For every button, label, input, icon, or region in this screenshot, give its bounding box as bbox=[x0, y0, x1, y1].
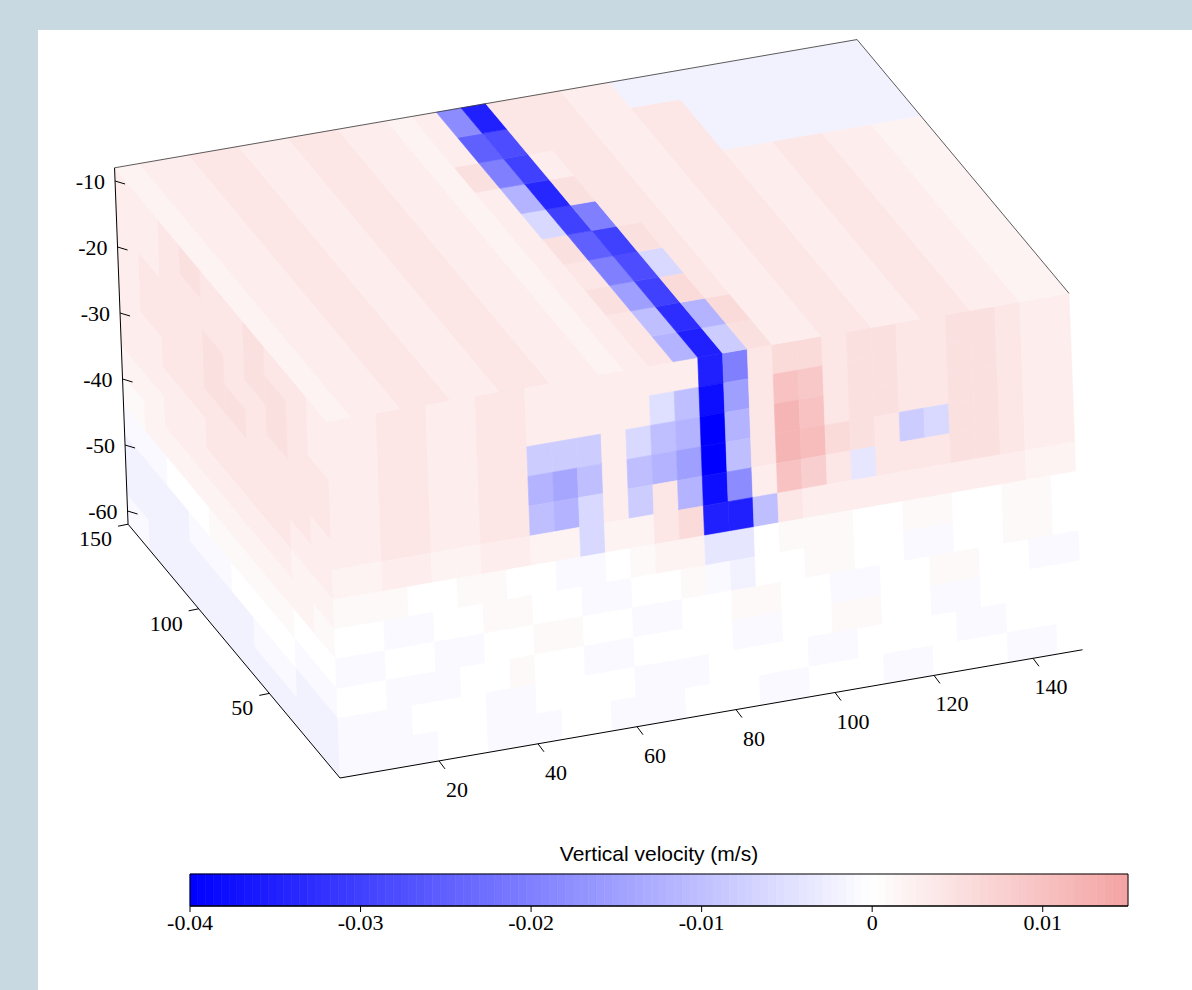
svg-text:100: 100 bbox=[150, 611, 183, 636]
svg-text:50: 50 bbox=[231, 695, 253, 720]
svg-text:120: 120 bbox=[936, 691, 969, 716]
svg-text:-0.02: -0.02 bbox=[508, 910, 554, 935]
html-text:Vertical velocity (m/s): Vertical velocity (m/s) bbox=[559, 842, 759, 865]
svg-text:150: 150 bbox=[79, 526, 112, 551]
svg-text:-30: -30 bbox=[81, 301, 110, 326]
svg-text:140: 140 bbox=[1035, 674, 1068, 699]
svg-text:-50: -50 bbox=[86, 433, 115, 458]
svg-text:-0.04: -0.04 bbox=[167, 910, 213, 935]
svg-text:-60: -60 bbox=[88, 499, 117, 524]
svg-text:-10: -10 bbox=[76, 169, 105, 194]
svg-text:60: 60 bbox=[644, 743, 666, 768]
svg-text:20: 20 bbox=[446, 777, 468, 802]
svg-text:0: 0 bbox=[867, 910, 878, 935]
svg-text:-20: -20 bbox=[78, 235, 107, 260]
svg-text:80: 80 bbox=[743, 726, 765, 751]
svg-text:-0.01: -0.01 bbox=[679, 910, 725, 935]
svg-text:-0.03: -0.03 bbox=[338, 910, 384, 935]
svg-text:40: 40 bbox=[545, 760, 567, 785]
svg-text:0.01: 0.01 bbox=[1023, 910, 1062, 935]
svg-text:100: 100 bbox=[837, 709, 870, 734]
svg-text:-40: -40 bbox=[83, 367, 112, 392]
